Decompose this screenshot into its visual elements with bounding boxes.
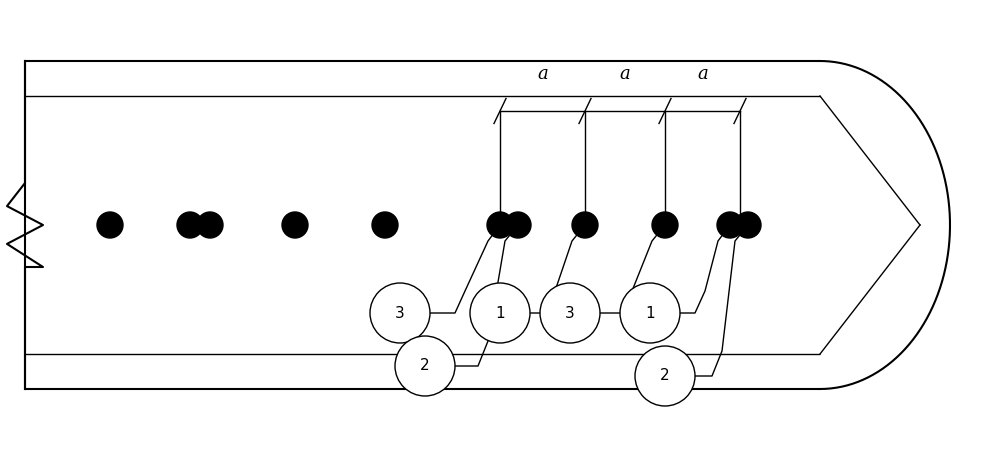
Circle shape: [197, 212, 223, 238]
Text: a: a: [697, 65, 708, 83]
Text: a: a: [620, 65, 630, 83]
Circle shape: [572, 212, 598, 238]
Circle shape: [540, 283, 600, 343]
Circle shape: [487, 212, 513, 238]
Text: 3: 3: [565, 305, 575, 321]
Circle shape: [372, 212, 398, 238]
Text: a: a: [537, 65, 548, 83]
Text: 3: 3: [395, 305, 405, 321]
Text: 2: 2: [420, 359, 430, 373]
Circle shape: [635, 346, 695, 406]
Circle shape: [652, 212, 678, 238]
Circle shape: [395, 336, 455, 396]
Circle shape: [505, 212, 531, 238]
Circle shape: [370, 283, 430, 343]
Circle shape: [717, 212, 743, 238]
Text: 1: 1: [495, 305, 505, 321]
Circle shape: [735, 212, 761, 238]
Text: 1: 1: [645, 305, 655, 321]
Circle shape: [177, 212, 203, 238]
Circle shape: [97, 212, 123, 238]
Circle shape: [620, 283, 680, 343]
Circle shape: [282, 212, 308, 238]
Text: 2: 2: [660, 368, 670, 383]
Circle shape: [470, 283, 530, 343]
